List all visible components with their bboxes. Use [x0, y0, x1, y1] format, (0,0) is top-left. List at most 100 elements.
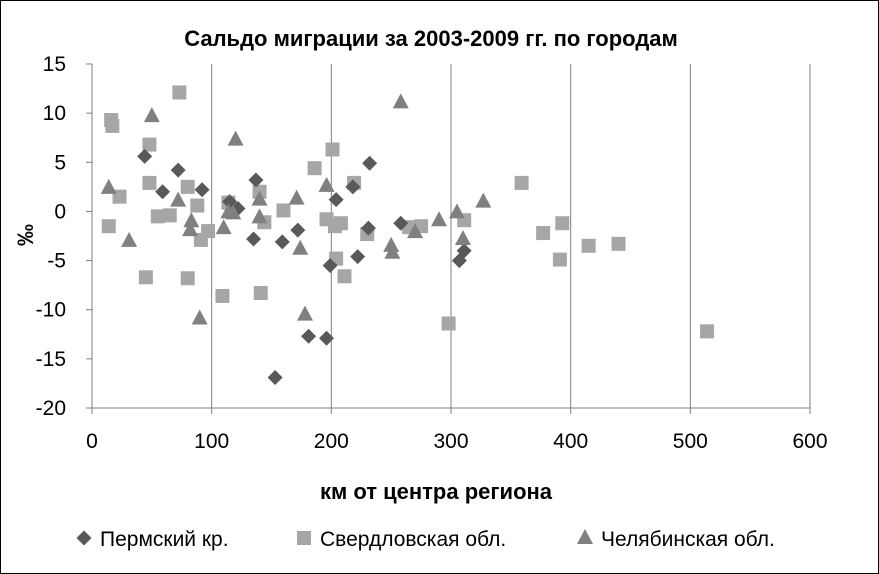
square-point — [441, 316, 456, 331]
series-square — [101, 85, 715, 339]
x-axis-title: км от центра региона — [320, 479, 553, 504]
square-point — [142, 175, 157, 190]
legend-label: Пермский кр. — [100, 528, 229, 551]
triangle-point — [475, 192, 492, 208]
legend-diamond-marker — [76, 530, 92, 546]
square-point — [333, 216, 348, 231]
x-tick-label: 300 — [433, 430, 468, 453]
triangle-point — [191, 309, 208, 325]
y-tick-labels: 15 10 5 0 -5 -10 -15 -20 — [36, 53, 66, 420]
square-point — [142, 137, 157, 152]
x-tick-label: 500 — [673, 430, 708, 453]
square-point — [105, 118, 120, 133]
diamond-point — [194, 182, 210, 198]
square-point — [150, 209, 165, 224]
square-point — [514, 175, 529, 190]
legend-square-marker — [297, 531, 311, 545]
series-triangle — [100, 93, 492, 325]
y-tick-label: -20 — [36, 397, 66, 420]
diamond-point — [274, 234, 290, 250]
y-tick-label: 10 — [43, 102, 66, 125]
triangle-point — [292, 239, 309, 255]
diamond-point — [322, 257, 338, 273]
triangle-point — [251, 190, 268, 206]
diamond-point — [267, 370, 283, 386]
diamond-point — [456, 243, 472, 259]
diamond-point — [350, 249, 366, 265]
square-point — [611, 236, 626, 251]
triangle-point — [383, 236, 400, 252]
y-axis-title: ‰ — [13, 224, 38, 246]
legend-triangle-marker — [577, 529, 593, 544]
diamond-point — [155, 184, 171, 200]
square-point — [552, 252, 567, 267]
triangle-point — [297, 305, 314, 321]
legend-label: Свердловская обл. — [320, 528, 506, 551]
square-point — [201, 224, 216, 239]
legend: Пермский кр. Свердловская обл. Челябинская… — [76, 528, 775, 551]
triangle-point — [227, 130, 244, 146]
diamond-point — [290, 222, 306, 238]
triangle-point — [225, 204, 242, 220]
diamond-point — [246, 231, 262, 247]
square-point — [172, 85, 187, 100]
triangle-point — [431, 211, 448, 227]
square-point — [276, 203, 291, 218]
triangle-point — [454, 229, 471, 245]
x-tick-label: 400 — [553, 430, 588, 453]
diamond-point — [248, 172, 264, 188]
x-tick-label: 0 — [86, 430, 98, 453]
triangle-point — [182, 221, 199, 237]
y-tick-label: 0 — [54, 200, 66, 223]
y-tick-label: 15 — [43, 53, 66, 76]
square-point — [307, 161, 322, 176]
triangle-point — [448, 203, 465, 219]
diamond-point — [319, 330, 335, 346]
diamond-point — [345, 179, 361, 195]
square-point — [253, 286, 268, 301]
chart-title: Сальдо миграции за 2003-2009 гг. по горо… — [184, 26, 678, 51]
square-point — [180, 271, 195, 286]
y-tick-label: -15 — [36, 348, 66, 371]
square-point — [180, 179, 195, 194]
triangle-point — [288, 189, 305, 205]
y-tick-label: 5 — [54, 151, 66, 174]
x-tick-label: 600 — [792, 430, 827, 453]
square-point — [138, 270, 153, 285]
y-tick-label: -10 — [36, 299, 66, 322]
legend-label: Челябинская обл. — [601, 528, 775, 551]
square-point — [101, 219, 116, 234]
x-tick-labels: 0 100 200 300 400 500 600 — [86, 430, 827, 453]
square-point — [536, 226, 551, 241]
triangle-point — [183, 212, 200, 228]
axes — [86, 63, 811, 414]
square-point — [190, 198, 205, 213]
square-point — [555, 216, 570, 231]
x-tick-label: 100 — [194, 430, 229, 453]
x-tick-label: 200 — [314, 430, 349, 453]
square-point — [700, 324, 715, 339]
diamond-point — [170, 162, 186, 178]
triangle-point — [318, 176, 335, 192]
square-point — [215, 288, 230, 303]
triangle-point — [100, 178, 117, 194]
gridlines — [211, 64, 811, 408]
diamond-point — [360, 220, 376, 236]
y-tick-label: -5 — [47, 250, 66, 273]
diamond-point — [451, 253, 467, 269]
square-point — [581, 238, 596, 253]
data-points — [100, 85, 715, 386]
triangle-point — [170, 191, 187, 207]
triangle-point — [392, 93, 409, 109]
square-point — [325, 142, 340, 157]
triangle-point — [407, 223, 424, 239]
diamond-point — [393, 215, 409, 231]
triangle-point — [121, 231, 138, 247]
diamond-point — [362, 155, 378, 171]
triangle-point — [215, 219, 232, 235]
diamond-point — [328, 192, 344, 208]
diamond-point — [137, 148, 153, 164]
triangle-point — [384, 243, 401, 259]
